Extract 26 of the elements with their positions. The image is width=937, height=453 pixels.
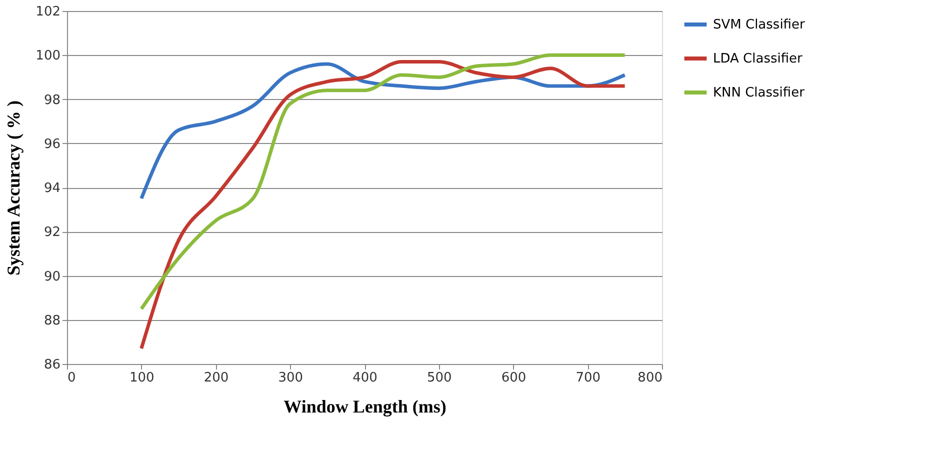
y-tick-label: 96 [44, 136, 60, 152]
y-tick-label: 94 [44, 181, 60, 196]
legend-label: SVM Classifier [713, 18, 806, 32]
y-tick-label: 98 [44, 92, 60, 108]
y-tick-label: 92 [44, 225, 60, 240]
legend-label: KNN Classifier [713, 86, 806, 100]
x-axis-title: Window Length (ms) [284, 396, 446, 416]
y-tick-label: 100 [36, 48, 60, 64]
x-tick-label: 100 [129, 370, 154, 386]
x-tick-label: 300 [278, 370, 304, 386]
line-series [140, 60, 627, 350]
y-tick-label: 102 [36, 4, 60, 20]
x-tick-label: 200 [204, 370, 229, 386]
y-tick-label: 88 [44, 313, 60, 328]
x-tick-label: 400 [352, 370, 378, 386]
x-tick-label: 600 [501, 370, 526, 386]
line-series [140, 53, 627, 311]
x-tick-label: 800 [638, 370, 662, 386]
y-tick-label: 90 [44, 269, 60, 284]
x-tick-label: 700 [576, 370, 601, 386]
y-tick-label: 86 [44, 358, 60, 372]
legend-label: LDA Classifier [713, 52, 804, 66]
x-tick-label: 500 [426, 370, 452, 386]
line-series [140, 62, 627, 200]
y-axis-title: System Accuracy ( % ) [4, 100, 24, 276]
x-tick-label: 0 [68, 370, 76, 386]
